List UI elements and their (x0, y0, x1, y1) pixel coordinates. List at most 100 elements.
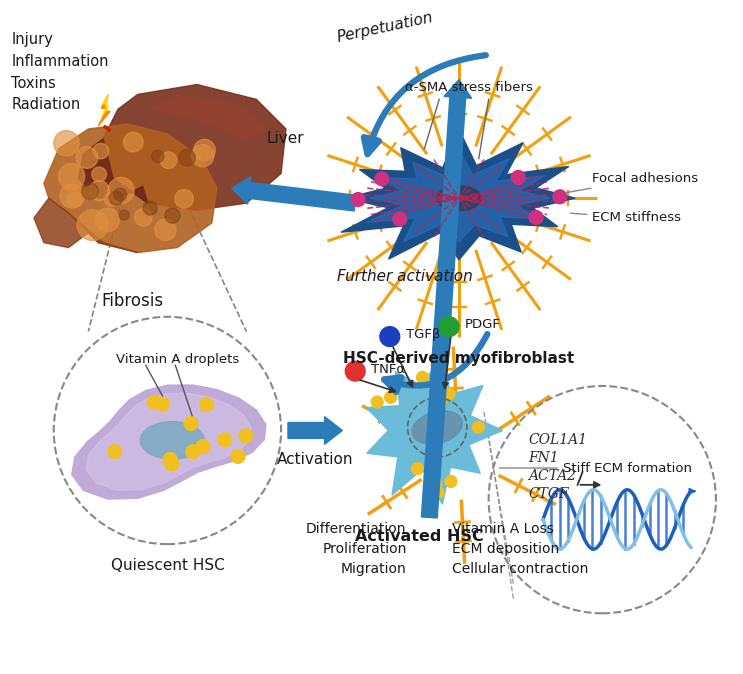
Polygon shape (366, 354, 502, 504)
Circle shape (155, 397, 169, 411)
Ellipse shape (140, 421, 204, 459)
Circle shape (393, 212, 406, 226)
Text: Vitamin A droplets: Vitamin A droplets (116, 353, 239, 366)
Text: Migration: Migration (341, 562, 406, 576)
Circle shape (351, 193, 365, 206)
Text: Perpetuation: Perpetuation (335, 10, 435, 45)
Circle shape (147, 396, 161, 409)
Circle shape (412, 462, 424, 474)
Circle shape (96, 208, 120, 232)
Text: Quiescent HSC: Quiescent HSC (111, 558, 224, 573)
Circle shape (239, 429, 253, 443)
Polygon shape (86, 394, 251, 490)
Circle shape (89, 181, 109, 201)
Circle shape (186, 445, 200, 459)
Circle shape (155, 219, 176, 241)
Circle shape (196, 439, 210, 454)
Text: Inflammation: Inflammation (11, 54, 108, 69)
Text: Cellular contraction: Cellular contraction (452, 562, 588, 576)
Polygon shape (34, 198, 137, 253)
Circle shape (165, 457, 178, 471)
Circle shape (160, 152, 177, 168)
Text: Liver: Liver (266, 131, 304, 146)
Circle shape (435, 397, 447, 408)
Polygon shape (366, 149, 550, 242)
Circle shape (385, 392, 397, 403)
Circle shape (108, 177, 134, 204)
Text: Injury: Injury (11, 32, 53, 47)
Text: TGFβ: TGFβ (406, 328, 440, 341)
Text: COL1A1: COL1A1 (528, 433, 587, 448)
Text: Further activation: Further activation (337, 269, 473, 284)
Circle shape (417, 371, 429, 384)
Text: Differentiation: Differentiation (306, 522, 406, 537)
Circle shape (114, 188, 126, 201)
Text: Vitamin A Loss: Vitamin A Loss (452, 522, 554, 537)
Text: Focal adhesions: Focal adhesions (565, 172, 698, 193)
Circle shape (76, 146, 98, 168)
Circle shape (123, 132, 143, 152)
Polygon shape (421, 80, 472, 518)
Circle shape (77, 210, 108, 241)
Polygon shape (44, 124, 217, 253)
Polygon shape (341, 129, 575, 259)
Circle shape (109, 191, 123, 205)
Circle shape (163, 452, 177, 466)
Circle shape (68, 192, 82, 208)
Text: ECM deposition: ECM deposition (452, 542, 559, 556)
Circle shape (443, 388, 455, 400)
Circle shape (93, 144, 108, 159)
Text: Toxins: Toxins (11, 75, 56, 90)
Circle shape (175, 189, 193, 208)
Circle shape (165, 208, 180, 223)
Circle shape (434, 368, 446, 379)
Circle shape (553, 190, 567, 204)
Circle shape (473, 421, 484, 433)
Circle shape (184, 417, 198, 431)
Circle shape (179, 150, 195, 166)
Circle shape (375, 172, 389, 186)
Circle shape (194, 140, 215, 161)
Circle shape (108, 445, 122, 458)
Text: α-SMA stress fibers: α-SMA stress fibers (405, 82, 533, 94)
Text: Activation: Activation (277, 452, 354, 467)
Text: ACTA2: ACTA2 (528, 469, 576, 483)
Circle shape (439, 317, 459, 336)
Text: TNFα: TNFα (371, 363, 405, 375)
Text: Fibrosis: Fibrosis (102, 292, 164, 310)
Circle shape (200, 398, 213, 412)
Text: Activated HSC: Activated HSC (355, 529, 484, 545)
Text: Radiation: Radiation (11, 97, 80, 113)
Circle shape (218, 433, 232, 447)
Circle shape (92, 167, 106, 181)
Circle shape (429, 478, 441, 489)
Polygon shape (101, 94, 109, 117)
Circle shape (529, 211, 543, 224)
Polygon shape (288, 417, 343, 444)
Circle shape (345, 361, 365, 381)
Polygon shape (79, 139, 148, 203)
Circle shape (511, 171, 525, 185)
Polygon shape (152, 94, 266, 139)
Circle shape (192, 144, 214, 166)
Ellipse shape (412, 411, 462, 444)
Text: PDGF: PDGF (465, 318, 501, 331)
Polygon shape (72, 385, 266, 499)
Text: ECM stiffness: ECM stiffness (571, 212, 681, 224)
Circle shape (82, 183, 98, 200)
Circle shape (432, 487, 444, 499)
Circle shape (134, 208, 152, 226)
Polygon shape (103, 84, 286, 210)
Polygon shape (98, 94, 110, 126)
Circle shape (119, 210, 129, 220)
Text: Stiff ECM formation: Stiff ECM formation (499, 462, 692, 474)
Circle shape (372, 396, 383, 408)
Ellipse shape (437, 186, 481, 210)
Circle shape (380, 327, 400, 346)
Text: FN1: FN1 (528, 451, 559, 465)
Circle shape (59, 163, 85, 189)
Circle shape (152, 150, 164, 162)
Circle shape (84, 186, 97, 200)
Text: Proliferation: Proliferation (322, 542, 406, 556)
Circle shape (105, 193, 118, 206)
